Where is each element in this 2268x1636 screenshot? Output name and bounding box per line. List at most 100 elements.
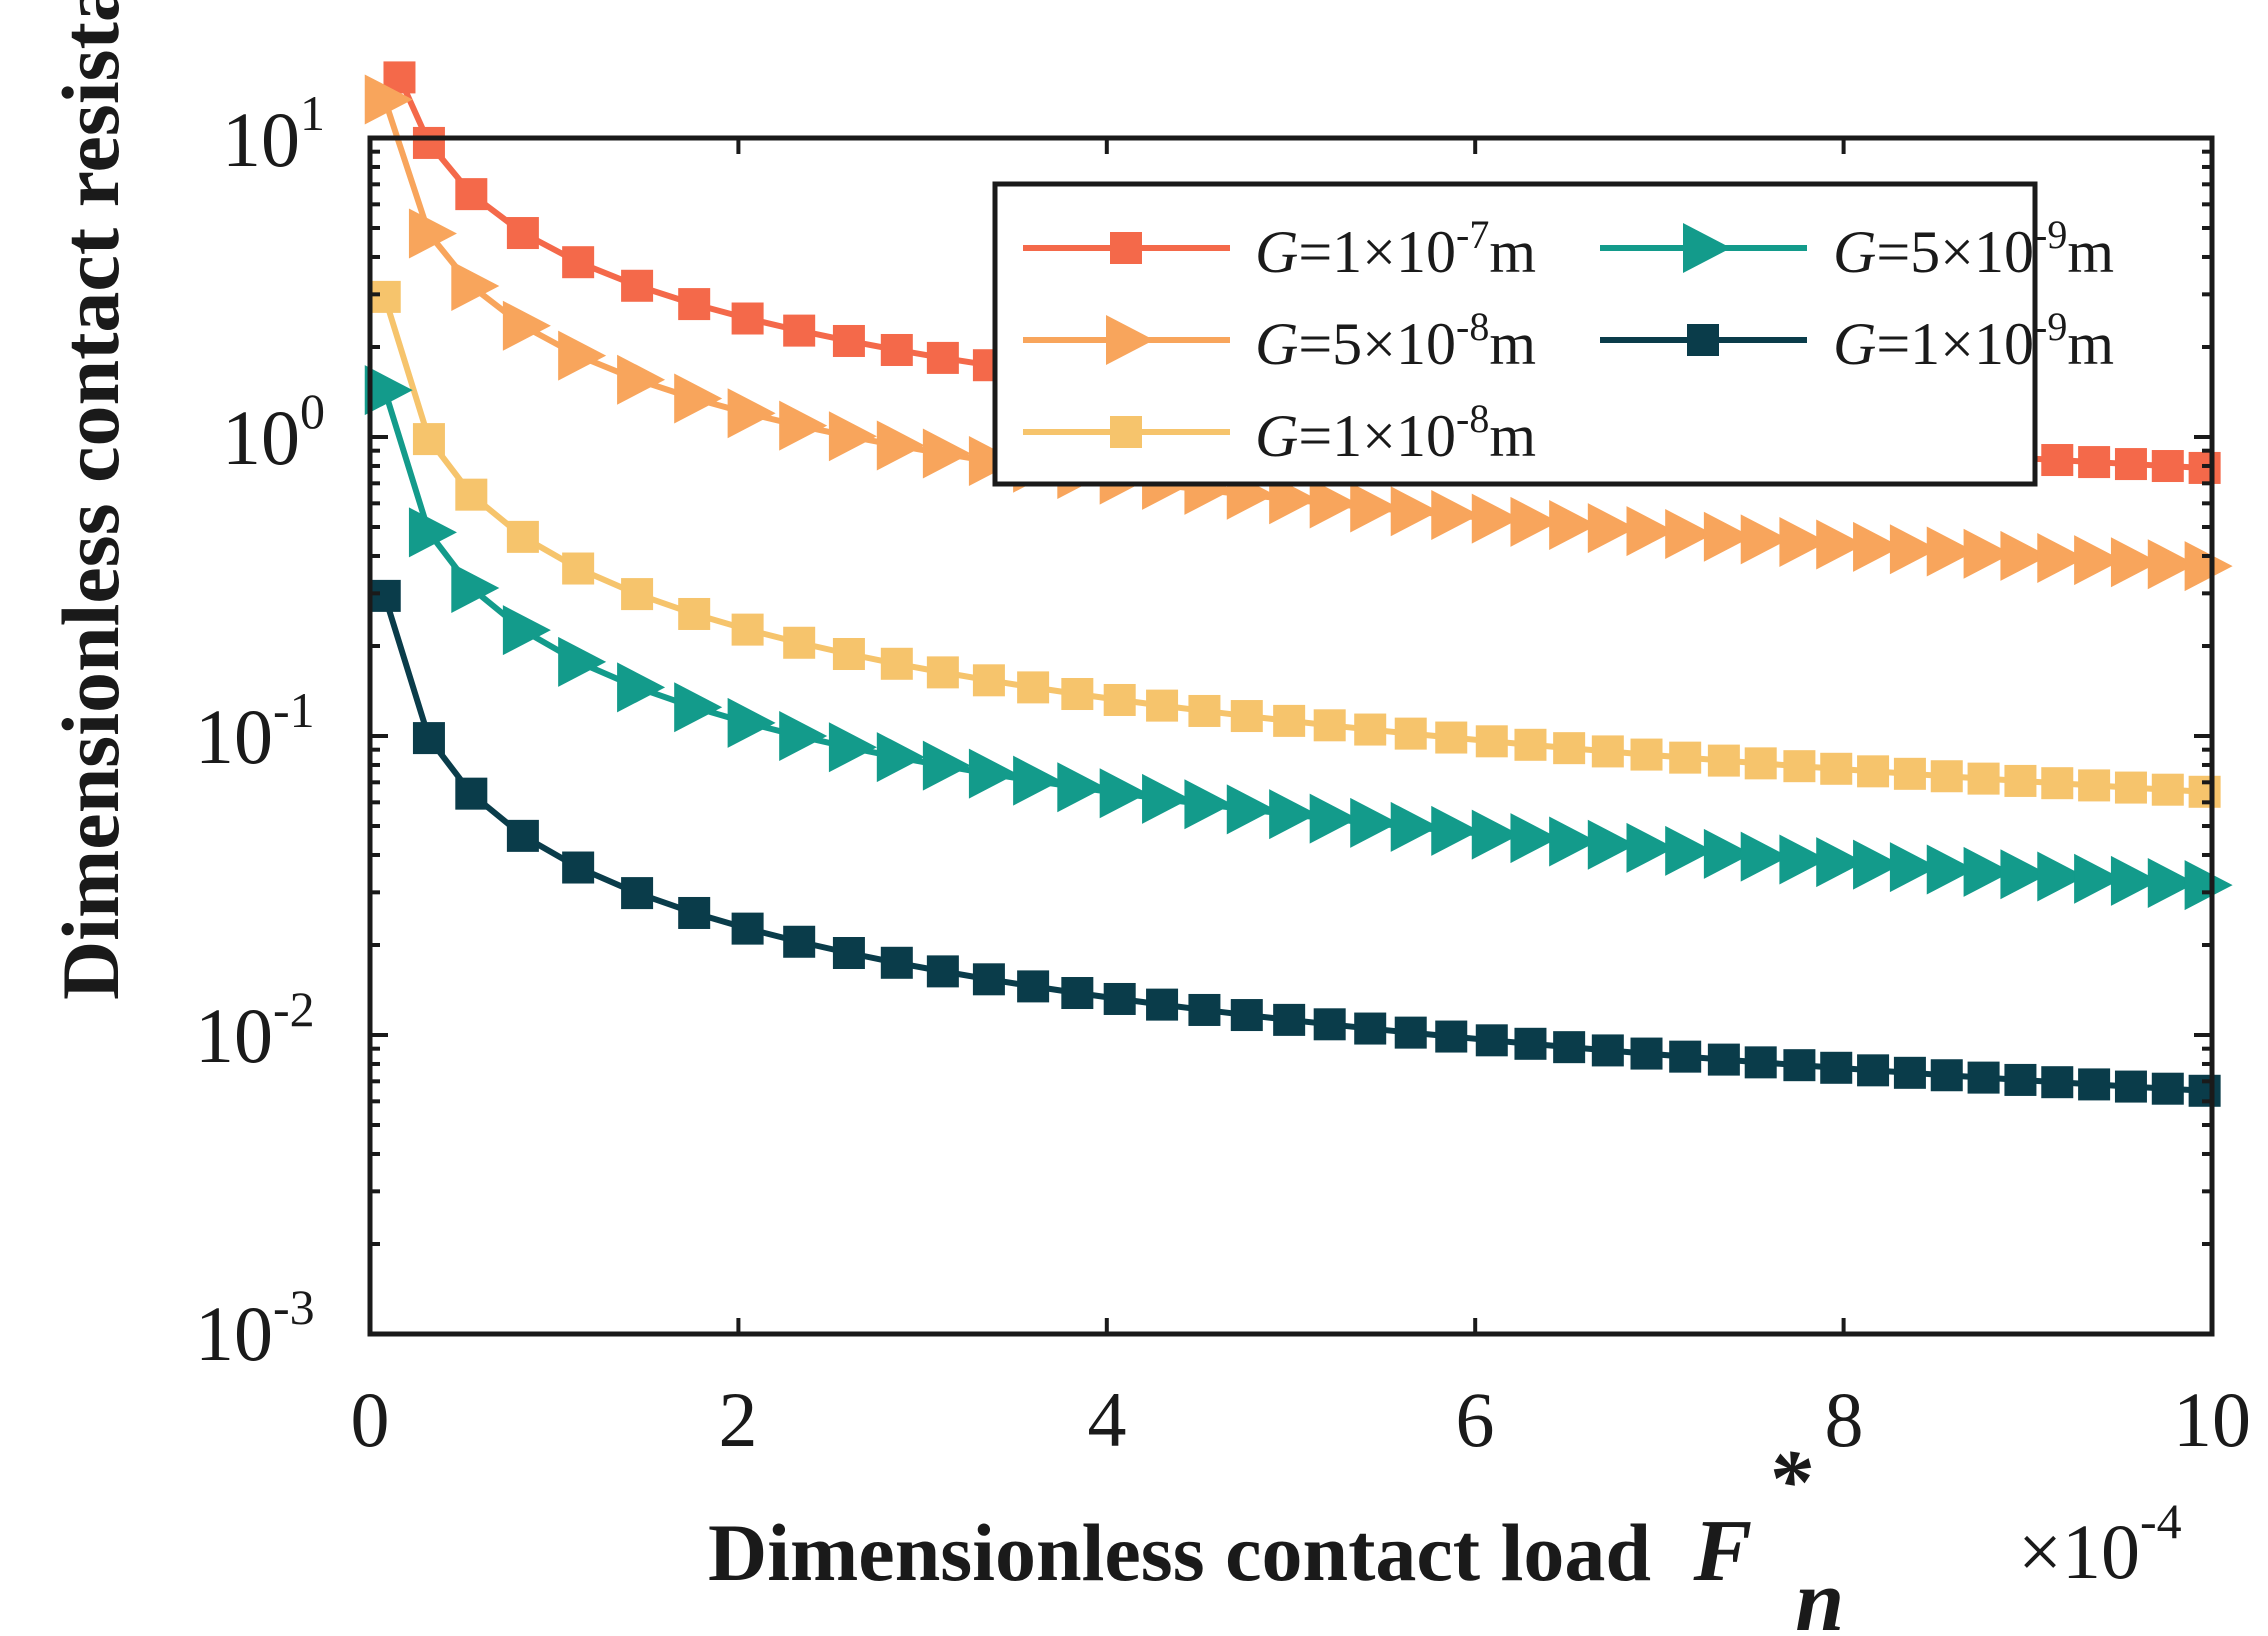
data-point bbox=[502, 300, 551, 351]
legend: G=1×10-7m G=5×10-8m G=1×10-8m G=5×10-9m … bbox=[992, 181, 2114, 487]
data-point bbox=[364, 74, 413, 125]
data-point bbox=[1587, 503, 1636, 554]
data-point bbox=[1188, 993, 1221, 1026]
data-point bbox=[412, 126, 445, 159]
y-tick-label: 101 bbox=[222, 85, 325, 183]
data-point bbox=[2184, 541, 2233, 592]
data-point bbox=[2184, 860, 2233, 911]
data-point bbox=[2110, 537, 2159, 588]
legend-symbols bbox=[1023, 223, 1807, 448]
axis-ticks bbox=[368, 136, 2214, 1336]
data-point bbox=[451, 562, 500, 613]
data-point bbox=[1435, 721, 1468, 754]
data-point bbox=[783, 626, 816, 659]
x-tick-label: 0 bbox=[351, 1376, 390, 1463]
legend-label-series-2: G=5×10-8m bbox=[1255, 304, 1536, 377]
data-point bbox=[972, 963, 1005, 996]
data-point bbox=[1926, 844, 1975, 895]
data-point bbox=[621, 578, 654, 611]
data-point bbox=[451, 260, 500, 311]
data-point bbox=[727, 388, 776, 439]
data-point bbox=[1740, 514, 1789, 565]
data-point bbox=[2074, 853, 2123, 904]
data-point bbox=[1857, 755, 1890, 788]
data-point bbox=[2000, 530, 2049, 581]
data-point bbox=[1309, 793, 1358, 844]
data-point bbox=[506, 217, 539, 250]
data-point bbox=[1857, 1054, 1890, 1087]
y-tick-label: 100 bbox=[222, 383, 325, 481]
data-point bbox=[2041, 1066, 2074, 1099]
data-point bbox=[1963, 528, 2012, 579]
data-point bbox=[2004, 1063, 2037, 1096]
data-point bbox=[1184, 779, 1233, 830]
data-point bbox=[1779, 517, 1828, 568]
data-point bbox=[1230, 700, 1263, 733]
y-tick-label: 10-3 bbox=[195, 1279, 315, 1377]
data-point bbox=[1313, 709, 1346, 742]
data-point bbox=[1475, 1024, 1508, 1057]
x-tick-label: 4 bbox=[1088, 1376, 1127, 1463]
data-point bbox=[678, 597, 711, 630]
legend-marker bbox=[1687, 324, 1719, 356]
data-point bbox=[880, 946, 913, 979]
legend-marker bbox=[1106, 315, 1154, 365]
data-point bbox=[1553, 1031, 1586, 1064]
data-point bbox=[1893, 757, 1926, 790]
data-point bbox=[1471, 493, 1520, 544]
data-point bbox=[1853, 839, 1902, 890]
data-point bbox=[1475, 725, 1508, 758]
data-point bbox=[1061, 977, 1094, 1010]
data-point bbox=[1390, 486, 1439, 537]
data-point bbox=[1350, 482, 1399, 533]
data-point bbox=[2041, 444, 2074, 477]
data-point bbox=[1146, 689, 1179, 722]
data-point bbox=[1783, 1049, 1816, 1082]
data-point bbox=[1226, 784, 1275, 835]
data-point bbox=[1889, 524, 1938, 575]
data-point bbox=[1630, 738, 1663, 771]
data-point bbox=[880, 333, 913, 366]
x-axis-symbol: F bbox=[1693, 1503, 1753, 1600]
svg-text:Dimensionless contact resistan: Dimensionless contact resistance R c * bbox=[0, 0, 166, 1000]
data-point bbox=[926, 341, 959, 374]
data-point bbox=[2037, 533, 2086, 584]
data-point bbox=[2114, 1070, 2147, 1103]
data-point bbox=[1269, 474, 1318, 525]
data-point bbox=[1549, 500, 1598, 551]
data-point bbox=[368, 579, 401, 612]
data-point bbox=[2000, 849, 2049, 900]
data-point bbox=[1930, 760, 1963, 793]
data-point bbox=[828, 722, 877, 773]
data-point bbox=[828, 411, 877, 462]
data-point bbox=[1435, 1020, 1468, 1053]
data-point bbox=[2151, 450, 2184, 483]
data-point bbox=[727, 697, 776, 748]
data-point bbox=[455, 178, 488, 211]
legend-label-series-3: G=1×10-8m bbox=[1255, 396, 1536, 469]
data-point bbox=[1707, 1043, 1740, 1076]
x-tick-label: 6 bbox=[1456, 1376, 1495, 1463]
data-point bbox=[2114, 448, 2147, 481]
data-point bbox=[1553, 732, 1586, 765]
x-axis-symbol-sub: n bbox=[1795, 1553, 1844, 1636]
data-point bbox=[832, 937, 865, 970]
data-point bbox=[731, 302, 764, 335]
data-point bbox=[562, 851, 595, 884]
data-point bbox=[1510, 496, 1559, 547]
data-point bbox=[1549, 816, 1598, 867]
data-point bbox=[408, 208, 457, 259]
data-point bbox=[1853, 521, 1902, 572]
data-point bbox=[1017, 671, 1050, 704]
data-point bbox=[1514, 728, 1547, 761]
data-point bbox=[412, 722, 445, 755]
data-point bbox=[558, 330, 607, 381]
data-point bbox=[1230, 999, 1263, 1032]
data-point bbox=[1146, 988, 1179, 1021]
data-point bbox=[876, 420, 925, 471]
data-point bbox=[968, 748, 1017, 799]
data-point bbox=[1587, 819, 1636, 870]
data-point bbox=[506, 819, 539, 852]
data-point bbox=[1350, 797, 1399, 848]
data-point bbox=[621, 877, 654, 910]
